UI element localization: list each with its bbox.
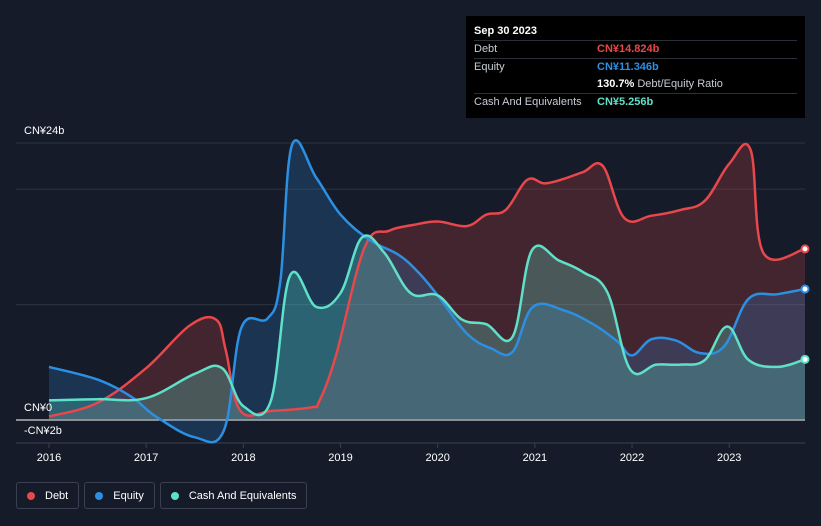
debt-line [48,142,806,418]
legend-debt-label: Debt [45,489,69,502]
debt-endpoint [800,244,810,254]
x-tick-label-2021: 2021 [523,452,547,464]
equity-dot-icon [95,491,104,500]
tooltip-ratio-label: Debt/Equity Ratio [637,78,723,90]
equity-area [49,140,805,443]
series-lines [48,139,806,444]
grid-lines [16,142,805,444]
legend-item-equity[interactable]: Equity [84,482,155,509]
equity-endpoint [800,284,810,294]
x-axis-ticks: 2016 2017 2018 2019 2020 2021 2022 2023 [37,443,741,464]
tooltip-equity-value: CN¥11.346b [597,61,659,73]
tooltip-debt-value: CN¥14.824b [597,43,660,55]
legend: Debt Equity Cash And Equivalents [16,482,312,511]
y-axis-top-label: CN¥24b [24,125,65,137]
cash-dot-icon [170,491,179,500]
cash-and-equivalents-area [49,235,805,420]
tooltip-row-equity: Equity CN¥11.346b [474,58,797,76]
series-endpoints [800,244,810,364]
x-tick-label-2016: 2016 [37,452,61,464]
tooltip: Sep 30 2023 Debt CN¥14.824b Equity CN¥11… [466,16,805,118]
y-axis-zero-label: CN¥0 [24,402,53,414]
legend-cash-label: Cash And Equivalents [188,489,297,502]
legend-equity-label: Equity [113,489,144,502]
x-tick-label-2020: 2020 [425,452,449,464]
legend-item-debt[interactable]: Debt [16,482,80,509]
tooltip-row-cash: Cash And Equivalents CN¥5.256b [474,93,797,111]
x-tick-label-2022: 2022 [620,452,644,464]
equity-line [48,139,806,444]
tooltip-cash-label: Cash And Equivalents [474,96,582,108]
tooltip-cash-value: CN¥5.256b [597,96,654,108]
tooltip-equity-label: Equity [474,61,505,73]
x-tick-label-2018: 2018 [231,452,255,464]
cash-and-equivalents-line [48,234,806,417]
y-axis-min-label: -CN¥2b [24,425,62,437]
tooltip-ratio-value: 130.7% [597,78,635,90]
tooltip-row-ratio: 130.7% Debt/Equity Ratio [474,76,797,93]
cash-and-equivalents-endpoint [800,354,810,364]
x-tick-label-2023: 2023 [717,452,741,464]
tooltip-debt-label: Debt [474,43,498,55]
tooltip-date: Sep 30 2023 [474,25,537,37]
x-tick-label-2017: 2017 [134,452,158,464]
debt-dot-icon [27,491,35,500]
tooltip-row-debt: Debt CN¥14.824b [474,40,797,58]
legend-item-cash[interactable]: Cash And Equivalents [159,482,308,509]
series-areas [49,140,805,443]
x-tick-label-2019: 2019 [328,452,352,464]
